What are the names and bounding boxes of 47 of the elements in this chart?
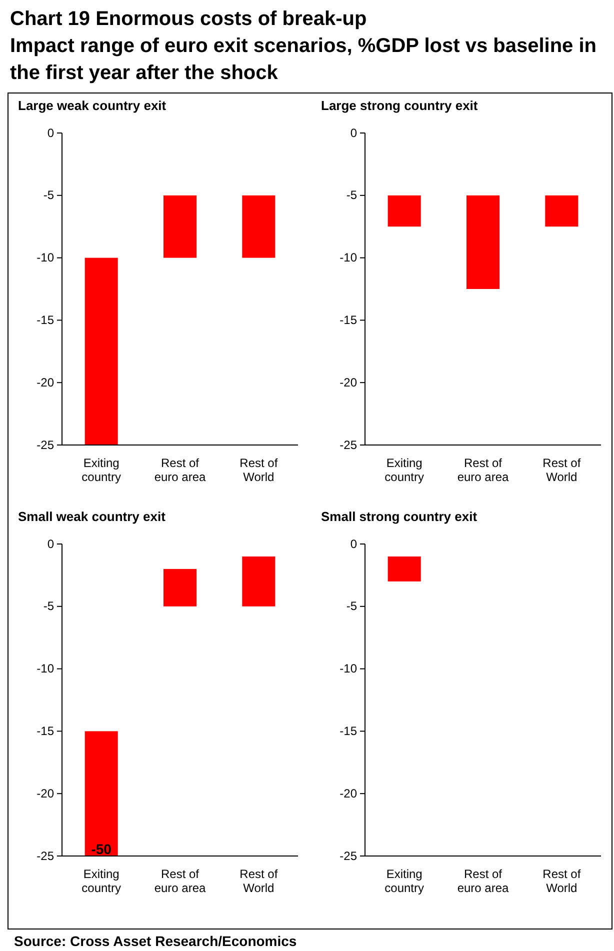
y-tick-label: -15 xyxy=(340,313,358,328)
chart-title: Large strong country exit xyxy=(321,98,478,113)
y-tick-label: -20 xyxy=(340,375,358,390)
x-tick-label: Rest of World xyxy=(240,456,278,484)
y-tick-label: -10 xyxy=(340,662,358,676)
y-tick-label: 0 xyxy=(47,126,54,140)
caption: Chart 19 Enormous costs of break-up xyxy=(10,8,367,30)
x-tick-label: Rest of World xyxy=(240,867,278,895)
x-tick-label: Exiting country xyxy=(384,867,424,895)
y-tick-label: -10 xyxy=(36,662,54,676)
y-tick-label: 0 xyxy=(350,126,358,140)
x-tick-label: Rest of World xyxy=(542,456,582,484)
y-tick-label: -10 xyxy=(340,250,358,265)
y-tick-label: -15 xyxy=(340,724,358,738)
y-tick-label: -5 xyxy=(43,599,54,614)
y-tick-label: -5 xyxy=(346,599,358,614)
text: Impact range of euro exit scenarios, %GDP lost vs baseline in the first year after the shock xyxy=(10,35,596,84)
y-tick-label: -15 xyxy=(36,313,54,328)
y-tick-label: -10 xyxy=(36,250,54,265)
y-tick-label: -20 xyxy=(36,786,54,800)
bar xyxy=(84,731,118,856)
x-tick-label: Exiting country xyxy=(82,456,122,484)
annotation: -50 xyxy=(91,841,112,857)
y-tick-label: -20 xyxy=(340,786,358,800)
source-note: Source: Cross Asset Research/Economics xyxy=(14,933,297,949)
bar xyxy=(242,556,276,606)
chart-title: Small weak country exit xyxy=(18,509,166,524)
chart-title: Large weak country exit xyxy=(18,98,167,113)
y-tick-label: -25 xyxy=(340,438,358,452)
y-tick-label: -5 xyxy=(43,188,54,202)
chart-title: Small strong country exit xyxy=(321,509,478,524)
y-tick-label: -5 xyxy=(346,188,358,202)
x-tick-label: Rest of euro area xyxy=(154,867,206,895)
x-tick-label: Exiting country xyxy=(82,867,122,895)
bar xyxy=(163,568,197,606)
x-tick-label: Rest of World xyxy=(542,867,582,895)
y-tick-label: 0 xyxy=(47,536,54,551)
y-tick-label: -25 xyxy=(36,438,54,452)
y-tick-label: -25 xyxy=(36,848,54,863)
y-tick-label: -20 xyxy=(36,375,54,390)
x-tick-label: Rest of euro area xyxy=(457,867,510,895)
x-tick-label: Rest of euro area xyxy=(154,456,206,484)
y-tick-label: 0 xyxy=(350,536,358,551)
y-tick-label: -15 xyxy=(36,724,54,738)
y-tick-label: -25 xyxy=(340,848,358,863)
x-tick-label: Exiting country xyxy=(384,456,424,484)
x-tick-label: Rest of euro area xyxy=(457,456,510,484)
